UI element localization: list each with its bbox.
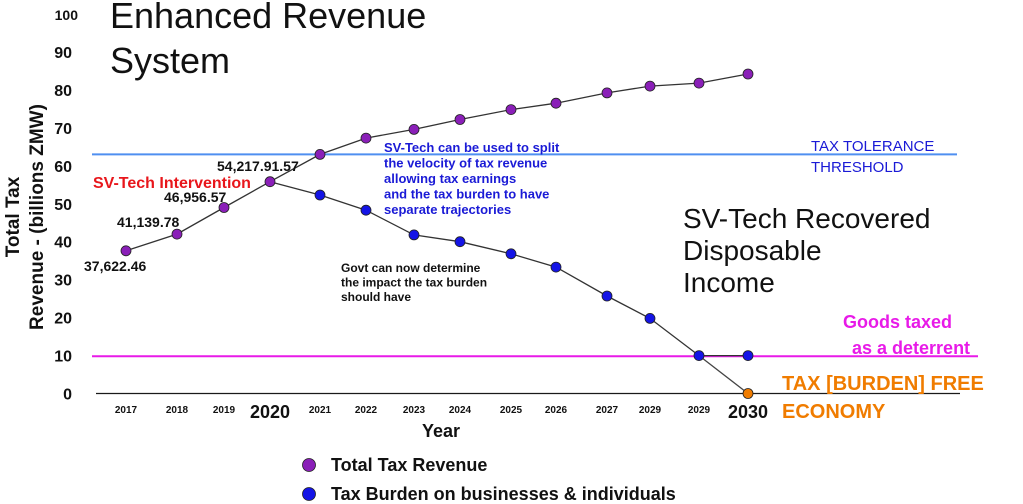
legend-label: Tax Burden on businesses & individuals (331, 484, 676, 504)
govt-note-line: should have (341, 290, 411, 304)
data-point (693, 350, 705, 362)
x-tick-label: 2029 (639, 405, 662, 416)
y-tick-label: 50 (54, 197, 72, 214)
data-point (454, 114, 466, 125)
x-tick-label: 2022 (355, 405, 378, 416)
data-point (264, 176, 276, 188)
series-line-2 (698, 355, 749, 395)
y-tick-label: 30 (54, 273, 72, 290)
data-point (454, 236, 466, 248)
deterrent-label-line: as a deterrent (852, 338, 970, 358)
data-point (360, 132, 372, 144)
y-tick-label: 80 (54, 83, 72, 100)
deterrent-label-line: Goods taxed (843, 312, 952, 332)
x-tick-label: 2017 (115, 405, 138, 416)
series-line-0 (125, 73, 749, 252)
tax-free-label-line: TAX [BURDEN] FREE (782, 373, 984, 395)
data-point (314, 148, 326, 160)
recovered-income-line: Income (683, 267, 775, 298)
chart-title: Enhanced Revenue System (110, 0, 426, 81)
data-label: 37,622.46 (84, 258, 146, 274)
data-point (314, 189, 326, 201)
y-tick-label: 100 (55, 7, 79, 23)
govt-note-line: the impact the tax burden (341, 276, 487, 290)
threshold-label-line: THRESHOLD (811, 159, 904, 176)
title-line: Enhanced Revenue (110, 0, 426, 36)
data-point (120, 245, 132, 257)
x-tick-label: 2021 (309, 405, 332, 416)
legend-marker (302, 458, 316, 472)
data-point (693, 77, 705, 89)
data-labels: 37,622.46 41,139.78 46,956.57 54,217.91.57 (84, 158, 299, 274)
x-tick-label: 2019 (213, 405, 236, 416)
x-tick-label: 2030 (728, 402, 768, 422)
y-axis-label-line: Revenue - (billions ZMW) (27, 104, 48, 330)
x-tick-label: 2020 (250, 402, 290, 422)
legend: Total Tax Revenue Tax Burden on businesse… (302, 455, 676, 504)
y-axis-label-line: Total Tax (3, 176, 24, 257)
x-axis-label: Year (422, 421, 460, 441)
x-tick-label: 2023 (403, 405, 426, 416)
legend-marker (302, 487, 316, 501)
data-point (218, 202, 230, 213)
data-point (550, 97, 562, 109)
data-point (742, 350, 754, 362)
y-axis-label: Total Tax Revenue - (billions ZMW) (3, 104, 48, 330)
data-label: 41,139.78 (117, 214, 179, 230)
title-line: System (110, 40, 230, 81)
annotations: SV-Tech Intervention SV-Tech can be used … (93, 138, 984, 423)
x-tick-label: 2027 (596, 405, 619, 416)
recovered-income-line: Disposable (683, 235, 822, 266)
data-point (505, 248, 517, 260)
split-note-line: and the tax burden to have (384, 187, 549, 202)
y-tick-label: 70 (54, 121, 72, 138)
x-tick-label: 2029 (688, 405, 711, 416)
split-note-line: allowing tax earnings (384, 171, 516, 186)
x-tick-label: 2026 (545, 405, 568, 416)
reference-lines (92, 153, 978, 358)
split-note-line: separate trajectories (384, 202, 511, 217)
govt-note-line: Govt can now determine (341, 261, 481, 275)
y-tick-label: 10 (54, 349, 72, 366)
data-point (505, 104, 517, 115)
data-point (644, 312, 656, 324)
data-point (742, 68, 754, 80)
recovered-income-line: SV-Tech Recovered (683, 203, 930, 234)
y-tick-label: 20 (54, 311, 72, 328)
data-point (601, 290, 613, 302)
split-note-line: SV-Tech can be used to split (384, 140, 560, 155)
data-label: 54,217.91.57 (217, 158, 299, 174)
data-point (408, 123, 420, 135)
data-point (742, 388, 754, 399)
legend-label: Total Tax Revenue (331, 455, 487, 475)
y-tick-label: 0 (63, 387, 72, 404)
tax-free-label-line: ECONOMY (782, 401, 886, 423)
threshold-label-line: TAX TOLERANCE (811, 138, 934, 155)
y-tick-label: 40 (54, 235, 72, 252)
data-point (644, 80, 656, 92)
data-point (408, 229, 420, 241)
data-point (171, 228, 183, 240)
y-tick-label: 90 (54, 45, 72, 62)
split-note-line: the velocity of tax revenue (384, 156, 547, 171)
x-axis-ticks: 2017 2018 2019 2020 2021 2022 2023 2024 2025 2026… (115, 402, 768, 422)
data-point (360, 204, 372, 216)
data-point (550, 261, 562, 273)
x-tick-label: 2018 (166, 405, 189, 416)
y-tick-label: 60 (54, 159, 72, 176)
series-lines (125, 73, 749, 395)
intervention-annotation: SV-Tech Intervention (93, 175, 251, 192)
series-points (120, 68, 754, 399)
y-axis-ticks: 0 10 20 30 40 50 60 70 80 90 100 (54, 7, 78, 404)
x-tick-label: 2025 (500, 405, 523, 416)
data-label: 46,956.57 (164, 189, 226, 205)
x-tick-label: 2024 (449, 405, 472, 416)
data-point (601, 87, 613, 99)
